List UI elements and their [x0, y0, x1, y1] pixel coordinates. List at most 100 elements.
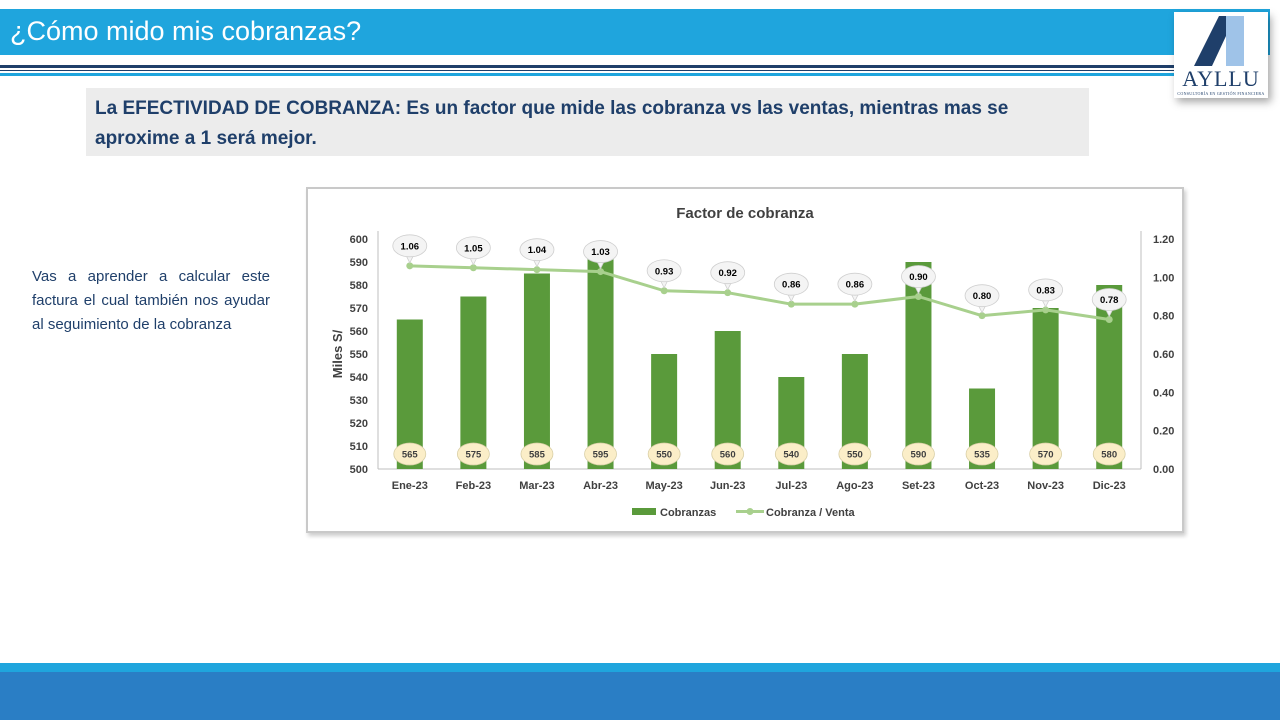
x-tick-label: Abr-23 [583, 480, 618, 492]
line-data-label: 0.92 [718, 268, 737, 279]
y-tick-label: 540 [350, 372, 368, 384]
x-tick-label: Mar-23 [519, 480, 554, 492]
line-data-label: 1.06 [401, 241, 420, 252]
legend-label-cobranza-venta: Cobranza / Venta [766, 507, 856, 519]
y-tick-label: 600 [350, 234, 368, 246]
line-point [724, 289, 732, 297]
line-point [978, 312, 986, 320]
bar-cobranzas [1032, 308, 1059, 469]
bar-label-bubble [1092, 442, 1126, 466]
bar-label-bubble [1029, 442, 1063, 466]
line-label-bubble [646, 259, 682, 283]
line-point [787, 300, 795, 308]
bar-data-label: 535 [974, 450, 991, 461]
chart-title: Factor de cobranza [676, 205, 814, 222]
bar-cobranzas [523, 273, 550, 469]
bar-label-bubble [647, 442, 681, 466]
legend-label-cobranzas: Cobranzas [660, 507, 716, 519]
line-label-bubble [455, 236, 491, 260]
line-label-bubble [773, 272, 809, 296]
y-axis-label: Miles S/ [330, 329, 345, 378]
logo-mark-icon [1194, 16, 1244, 66]
y2-tick-label: 0.60 [1153, 349, 1174, 361]
header-rule [0, 65, 1180, 68]
bar-label-bubble [711, 442, 745, 466]
x-tick-label: Set-23 [902, 480, 935, 492]
logo-tagline: CONSULTORÍA EN GESTIÓN FINANCIERA [1177, 91, 1265, 96]
bar-data-label: 595 [593, 450, 610, 461]
x-tick-label: Dic-23 [1093, 480, 1126, 492]
line-point [914, 293, 922, 300]
x-tick-label: Nov-23 [1027, 480, 1064, 492]
line-label-bubble [583, 240, 618, 263]
bar-label-bubble [520, 442, 554, 466]
bar-data-label: 550 [847, 450, 863, 461]
y2-tick-label: 0.40 [1153, 387, 1174, 399]
footer-bar [0, 672, 1280, 720]
bar-label-bubble [838, 442, 872, 466]
line-point [406, 262, 414, 270]
bar-label-bubble [965, 442, 999, 466]
title-bar [0, 9, 1270, 55]
chart-frame: Factor de cobranza 600 590 580 570 560 550 540 5… [306, 187, 1184, 533]
x-tick-label: Ago-23 [836, 480, 873, 492]
y-tick-label: 510 [350, 441, 368, 453]
line-point [597, 268, 605, 276]
x-tick-label: Jul-23 [775, 480, 807, 492]
page-title: ¿Cómo mido mis cobranzas? [10, 16, 362, 46]
bar-data-label: 565 [402, 450, 419, 461]
legend-swatch-marker [746, 508, 754, 515]
bar-data-label: 550 [656, 450, 672, 461]
x-tick-label: Jun-23 [710, 480, 745, 492]
line-point [1105, 316, 1113, 323]
x-tick-label: May-23 [645, 480, 682, 492]
y2-tick-label: 1.20 [1153, 234, 1174, 246]
bar-data-label: 560 [720, 450, 736, 461]
bar-label-bubble [456, 442, 490, 466]
legend-swatch-cobranzas [632, 508, 656, 515]
line-point [851, 300, 859, 308]
side-description: Vas a aprender a calcular este factura e… [32, 268, 270, 333]
line-point [469, 264, 477, 272]
bar-label-bubble [393, 442, 427, 466]
line-label-bubble [519, 238, 555, 262]
line-data-label: 1.03 [591, 247, 610, 258]
bar-data-label: 590 [911, 450, 927, 461]
y2-tick-label: 1.00 [1153, 272, 1174, 284]
y-tick-label: 570 [350, 303, 368, 315]
line-point [533, 266, 541, 274]
footer-accent [0, 663, 1280, 672]
y-tick-label: 500 [350, 464, 368, 476]
line-data-label: 0.90 [909, 272, 928, 283]
line-point [660, 287, 668, 295]
y-tick-label: 590 [350, 257, 368, 269]
bar-label-bubble [774, 442, 808, 466]
line-data-label: 0.86 [846, 280, 865, 291]
factor-cobranza-chart: Factor de cobranza 600 590 580 570 560 550 540 5… [330, 205, 1174, 519]
line-data-label: 0.78 [1100, 295, 1119, 306]
y-tick-label: 530 [350, 395, 368, 407]
y-tick-label: 550 [350, 349, 368, 361]
bar-cobranzas [460, 296, 487, 469]
line-label-bubble [710, 261, 746, 285]
header-rule-thin [0, 70, 1180, 71]
bar-label-bubble [584, 442, 617, 466]
y2-tick-label: 0.20 [1153, 426, 1174, 438]
bar-cobranzas [587, 250, 614, 469]
bar-label-bubble [902, 442, 935, 466]
bar-data-label: 570 [1038, 450, 1054, 461]
line-label-bubble [901, 265, 936, 288]
line-point [1042, 306, 1050, 314]
y-tick-label: 580 [350, 280, 368, 292]
line-data-label: 0.86 [782, 280, 801, 291]
bar-data-label: 585 [529, 450, 546, 461]
x-tick-label: Feb-23 [456, 480, 491, 492]
y2-tick-label: 0.80 [1153, 311, 1174, 323]
x-tick-label: Ene-23 [392, 480, 428, 492]
line-label-bubble [964, 284, 1000, 308]
bar-data-label: 575 [465, 450, 482, 461]
logo-name: AYLLU [1182, 66, 1260, 91]
line-label-bubble [837, 272, 873, 296]
bar-data-label: 580 [1101, 450, 1117, 461]
line-data-label: 1.05 [464, 243, 483, 254]
